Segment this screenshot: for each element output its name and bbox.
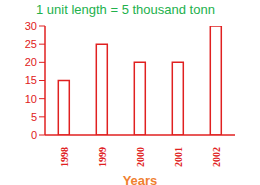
svg-text:20: 20 xyxy=(25,56,37,68)
svg-text:30: 30 xyxy=(25,20,37,32)
svg-text:2001: 2001 xyxy=(173,147,184,167)
html-text:1 unit length = 5 thousand ton: 1 unit length = 5 thousand tonn xyxy=(36,2,215,17)
svg-text:0: 0 xyxy=(31,129,37,141)
svg-text:1999: 1999 xyxy=(97,147,108,167)
svg-text:25: 25 xyxy=(25,38,37,50)
svg-text:15: 15 xyxy=(25,74,37,86)
svg-text:1998: 1998 xyxy=(59,147,70,167)
svg-text:10: 10 xyxy=(25,93,37,105)
svg-text:Years: Years xyxy=(123,173,158,185)
svg-text:2000: 2000 xyxy=(135,147,146,167)
svg-text:2002: 2002 xyxy=(211,147,222,167)
svg-text:5: 5 xyxy=(31,111,37,123)
